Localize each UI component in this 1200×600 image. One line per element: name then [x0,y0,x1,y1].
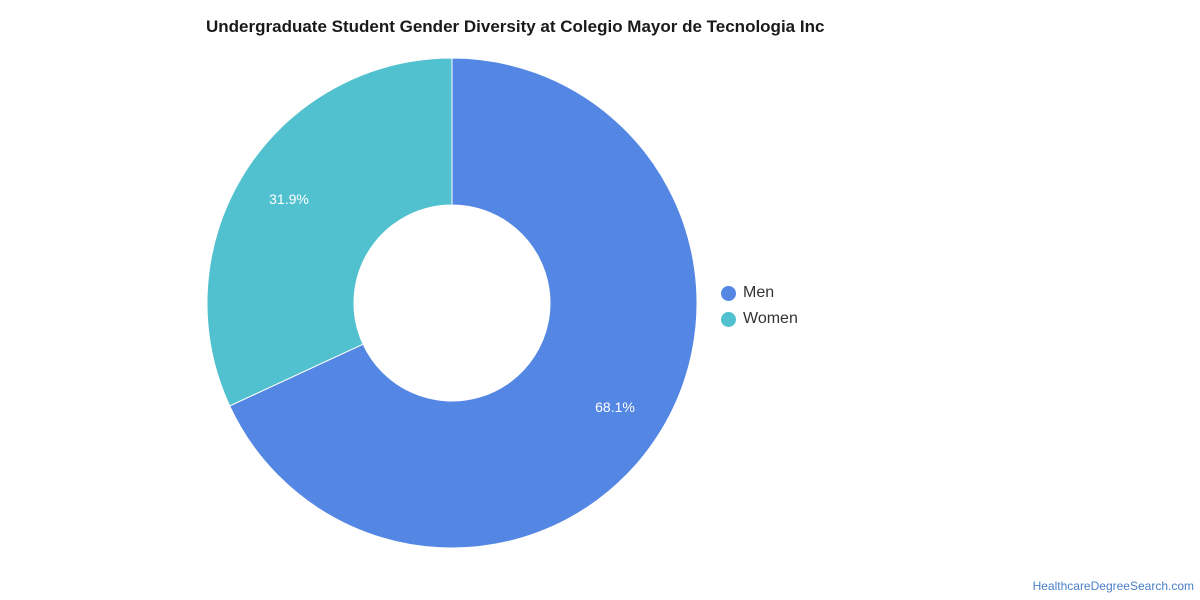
data-label-men: 68.1% [595,399,635,415]
legend: Men Women [721,280,798,332]
legend-label-women: Women [743,310,798,327]
legend-item-men[interactable]: Men [721,280,798,306]
legend-swatch-women [721,311,736,327]
chart-title: Undergraduate Student Gender Diversity a… [206,17,825,36]
data-label-women: 31.9% [269,191,309,207]
slice-women[interactable] [206,57,453,407]
legend-item-women[interactable]: Women [721,306,798,332]
legend-swatch-men [721,285,736,301]
legend-label-men: Men [743,284,775,301]
source-link[interactable]: HealthcareDegreeSearch.com [1032,579,1194,593]
slice-men[interactable] [229,57,698,549]
